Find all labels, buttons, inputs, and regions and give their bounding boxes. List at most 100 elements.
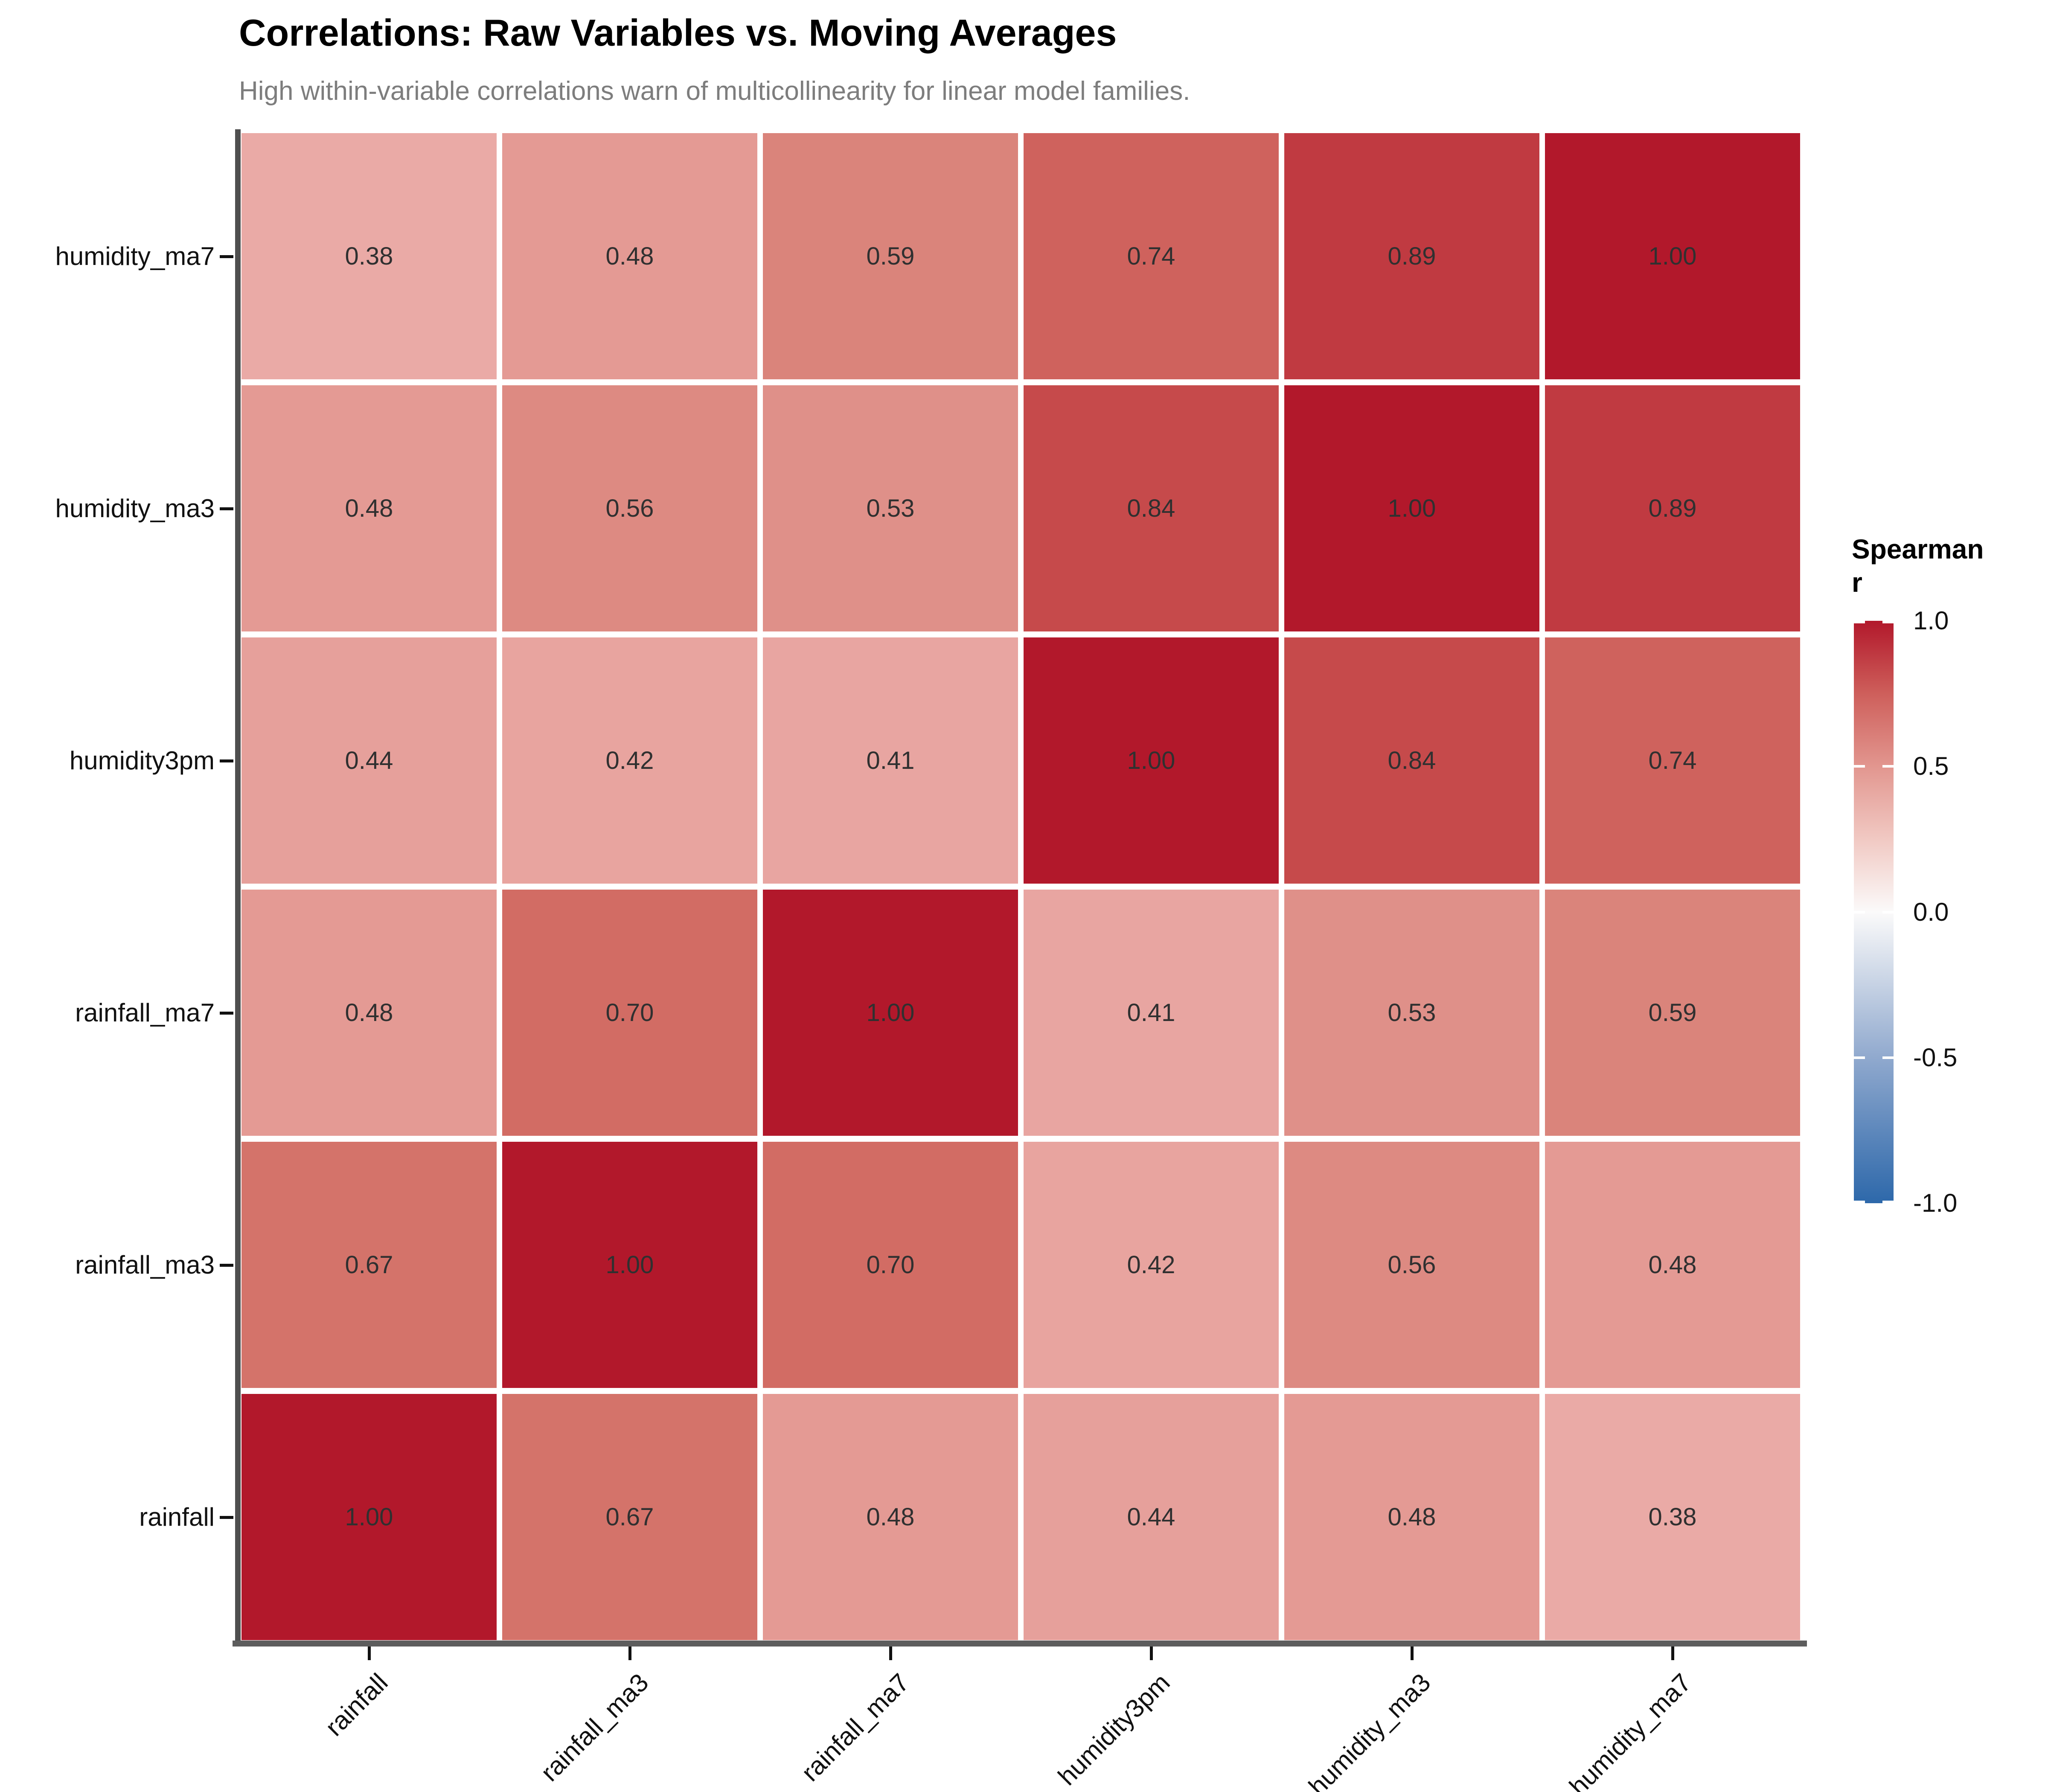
cell-value-label: 1.00	[1127, 747, 1175, 774]
y-axis-tick	[220, 1012, 233, 1015]
x-axis-label: humidity_ma3	[1303, 1668, 1436, 1792]
cell-value-label: 0.53	[1388, 999, 1436, 1027]
y-axis-label: humidity3pm	[69, 746, 215, 775]
heatmap-cell: 0.41	[1024, 890, 1279, 1136]
x-axis-tick	[628, 1647, 631, 1660]
legend-tick-label: 0.0	[1913, 898, 1949, 926]
heatmap-cell: 0.56	[502, 385, 757, 631]
x-axis-tick	[889, 1647, 892, 1660]
heatmap-cell: 0.74	[1024, 133, 1279, 379]
cell-value-label: 0.44	[345, 747, 393, 774]
cell-value-label: 0.59	[866, 242, 915, 270]
heatmap-cell: 1.00	[502, 1142, 757, 1388]
y-axis-tick	[220, 1264, 233, 1267]
cell-value-label: 0.84	[1127, 495, 1175, 522]
heatmap-cell: 0.70	[502, 890, 757, 1136]
heatmap-cell: 0.48	[1545, 1142, 1800, 1388]
heatmap-cell: 0.70	[763, 1142, 1018, 1388]
legend-tick-mark	[1882, 911, 1894, 913]
heatmap-cell: 0.44	[241, 637, 497, 884]
x-axis-label: humidity3pm	[1052, 1668, 1175, 1791]
cell-value-label: 0.67	[605, 1503, 654, 1531]
heatmap-cell: 0.74	[1545, 637, 1800, 884]
heatmap-cell: 1.00	[1284, 385, 1539, 631]
heatmap-cell: 0.56	[1284, 1142, 1539, 1388]
legend-tick-mark	[1882, 1056, 1894, 1059]
legend-tick-mark	[1882, 621, 1894, 623]
heatmap-cell: 0.59	[763, 133, 1018, 379]
y-axis-label: rainfall	[139, 1503, 215, 1531]
x-axis-label: rainfall_ma3	[535, 1668, 654, 1787]
legend-title-line1: Spearman	[1852, 534, 1984, 564]
legend-tick-mark	[1854, 1201, 1865, 1203]
x-axis-label: rainfall_ma7	[796, 1668, 915, 1787]
legend-title-line2: r	[1852, 567, 1862, 598]
heatmap-cell: 1.00	[763, 890, 1018, 1136]
legend-tick-label: 1.0	[1913, 606, 1949, 635]
cell-value-label: 0.48	[1648, 1251, 1697, 1279]
legend-title: Spearman r	[1852, 532, 1984, 599]
heatmap-cell: 0.59	[1545, 890, 1800, 1136]
cell-value-label: 0.38	[1648, 1503, 1697, 1531]
heatmap-cell: 0.84	[1284, 637, 1539, 884]
legend-tick-mark	[1854, 765, 1865, 768]
legend-tick-mark	[1854, 911, 1865, 913]
cell-value-label: 1.00	[605, 1251, 654, 1279]
y-axis-label: rainfall_ma3	[75, 1251, 215, 1279]
heatmap-cell: 0.48	[502, 133, 757, 379]
cell-value-label: 1.00	[345, 1503, 393, 1531]
heatmap-cell: 0.48	[1284, 1394, 1539, 1640]
heatmap-cell: 0.67	[502, 1394, 757, 1640]
heatmap-cell: 0.44	[1024, 1394, 1279, 1640]
cell-value-label: 0.53	[866, 495, 915, 522]
chart-title: Correlations: Raw Variables vs. Moving A…	[239, 12, 1117, 54]
cell-value-label: 0.67	[345, 1251, 393, 1279]
x-axis-line	[233, 1641, 1807, 1647]
cell-value-label: 0.48	[866, 1503, 915, 1531]
cell-value-label: 0.38	[345, 242, 393, 270]
cell-value-label: 0.59	[1648, 999, 1697, 1027]
y-axis-line	[235, 129, 241, 1647]
y-axis-tick	[220, 759, 233, 762]
cell-value-label: 0.70	[605, 999, 654, 1027]
cell-value-label: 0.48	[345, 495, 393, 522]
y-axis-label: humidity_ma7	[55, 242, 215, 271]
y-axis-tick	[220, 255, 233, 258]
x-axis-tick	[1150, 1647, 1153, 1660]
y-axis-label: humidity_ma3	[55, 494, 215, 523]
cell-value-label: 0.41	[1127, 999, 1175, 1027]
cell-value-label: 0.74	[1648, 747, 1697, 774]
chart-subtitle: High within-variable correlations warn o…	[239, 76, 1190, 106]
heatmap-cell: 0.42	[502, 637, 757, 884]
cell-value-label: 0.70	[866, 1251, 915, 1279]
cell-value-label: 0.44	[1127, 1503, 1175, 1531]
cell-value-label: 0.89	[1388, 242, 1436, 270]
heatmap-cell: 0.84	[1024, 385, 1279, 631]
heatmap-cell: 0.67	[241, 1142, 497, 1388]
heatmap-cell: 0.89	[1545, 385, 1800, 631]
x-axis-tick	[1671, 1647, 1674, 1660]
legend-tick-mark	[1854, 621, 1865, 623]
y-axis-label: rainfall_ma7	[75, 998, 215, 1027]
heatmap-cell: 0.41	[763, 637, 1018, 884]
heatmap-cell: 0.89	[1284, 133, 1539, 379]
heatmap-cell: 0.38	[241, 133, 497, 379]
legend-colorbar	[1854, 621, 1894, 1203]
heatmap-cell: 0.53	[763, 385, 1018, 631]
cell-value-label: 0.42	[605, 747, 654, 774]
legend-tick-mark	[1882, 1201, 1894, 1203]
heatmap-cell: 1.00	[1545, 133, 1800, 379]
cell-value-label: 0.74	[1127, 242, 1175, 270]
x-axis-label: humidity_ma7	[1564, 1668, 1697, 1792]
legend-tick-label: -0.5	[1913, 1043, 1958, 1072]
heatmap-cell: 0.48	[241, 385, 497, 631]
legend-tick-mark	[1854, 1056, 1865, 1059]
legend-tick-label: -1.0	[1913, 1189, 1958, 1217]
cell-value-label: 0.48	[345, 999, 393, 1027]
x-axis-tick	[368, 1647, 371, 1660]
heatmap-cell: 1.00	[1024, 637, 1279, 884]
cell-value-label: 0.41	[866, 747, 915, 774]
y-axis-tick	[220, 507, 233, 510]
cell-value-label: 1.00	[1648, 242, 1697, 270]
